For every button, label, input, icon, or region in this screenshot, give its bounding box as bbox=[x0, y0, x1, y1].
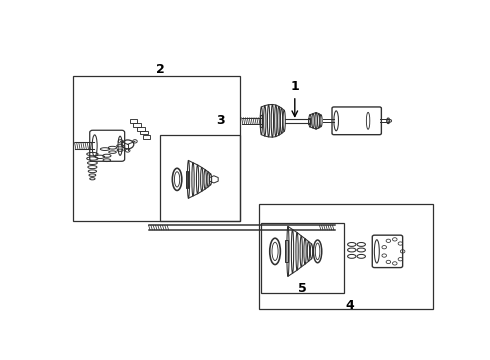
Bar bbox=[129, 119, 137, 123]
Text: 4: 4 bbox=[345, 299, 354, 312]
Bar bbox=[137, 127, 145, 131]
Bar bbox=[160, 135, 240, 221]
Bar bbox=[73, 76, 240, 221]
Text: 3: 3 bbox=[217, 114, 225, 127]
Text: 2: 2 bbox=[156, 63, 164, 76]
Bar bbox=[259, 204, 433, 309]
Bar bbox=[260, 115, 262, 127]
Bar bbox=[309, 118, 310, 123]
Bar bbox=[143, 135, 150, 139]
Bar bbox=[285, 240, 288, 262]
Bar bbox=[133, 123, 141, 127]
Bar bbox=[186, 171, 188, 188]
Bar bbox=[261, 223, 344, 293]
Text: 1: 1 bbox=[291, 80, 299, 93]
Text: 5: 5 bbox=[298, 282, 307, 295]
Bar bbox=[140, 131, 148, 134]
